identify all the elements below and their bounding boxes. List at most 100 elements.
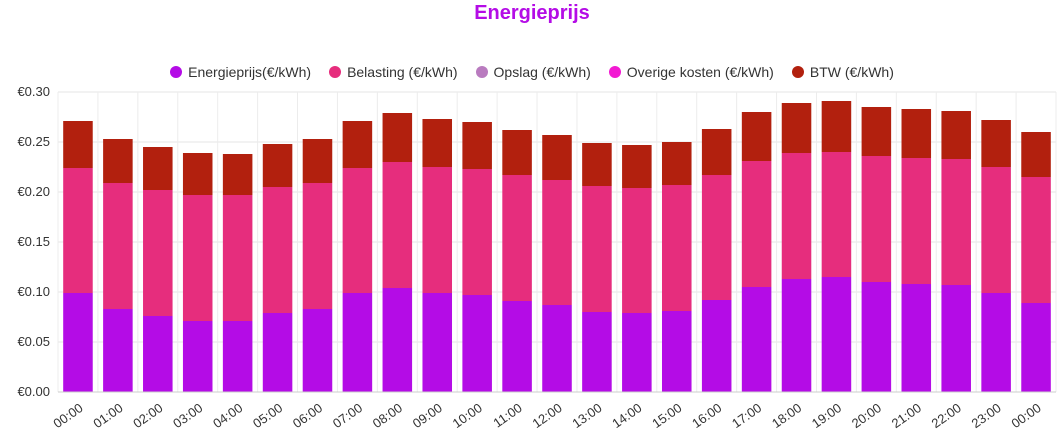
x-tick-label: 04:00 xyxy=(210,400,245,431)
x-tick-label: 20:00 xyxy=(849,400,884,431)
bar-segment-belasting[interactable] xyxy=(661,185,692,311)
bar-segment-belasting[interactable] xyxy=(981,167,1011,293)
legend-item-overige-kosten[interactable]: Overige kosten (€/kWh) xyxy=(608,64,774,80)
bar-segment-energieprijs[interactable] xyxy=(861,282,892,392)
bar-segment-belasting[interactable] xyxy=(182,195,213,321)
bar-segment-energieprijs[interactable] xyxy=(222,321,253,392)
x-tick-label: 19:00 xyxy=(809,400,844,431)
legend: Energieprijs(€/kWh) Belasting (€/kWh) Op… xyxy=(0,64,1064,80)
bar-segment-belasting[interactable] xyxy=(63,168,93,293)
x-tick-label: 17:00 xyxy=(729,400,764,431)
bar-segment-energieprijs[interactable] xyxy=(462,295,492,392)
bar-segment-belasting[interactable] xyxy=(821,152,852,277)
bar-segment-btw[interactable] xyxy=(981,120,1011,167)
bar-segment-btw[interactable] xyxy=(701,129,732,175)
bar-segment-btw[interactable] xyxy=(422,119,453,167)
bar-segment-energieprijs[interactable] xyxy=(741,287,772,392)
bar-segment-belasting[interactable] xyxy=(262,187,293,313)
bar-segment-belasting[interactable] xyxy=(901,158,932,284)
bar-segment-belasting[interactable] xyxy=(582,186,612,312)
bar-segment-belasting[interactable] xyxy=(502,175,532,301)
bar-segment-btw[interactable] xyxy=(622,145,652,188)
x-tick-label: 22:00 xyxy=(929,400,964,431)
bar-segment-btw[interactable] xyxy=(462,122,492,169)
y-tick-label: €0.25 xyxy=(17,134,50,149)
bar-segment-btw[interactable] xyxy=(143,147,173,190)
bar-segment-energieprijs[interactable] xyxy=(302,309,333,392)
legend-marker-btw xyxy=(791,66,804,78)
bar-segment-btw[interactable] xyxy=(661,142,692,185)
bar-segment-energieprijs[interactable] xyxy=(1021,303,1051,392)
bar-segment-btw[interactable] xyxy=(63,121,93,168)
bar-segment-btw[interactable] xyxy=(103,139,133,183)
bar-segment-btw[interactable] xyxy=(1021,132,1051,177)
y-tick-label: €0.10 xyxy=(17,284,50,299)
bar-segment-energieprijs[interactable] xyxy=(103,309,133,392)
legend-label-btw: BTW (€/kWh) xyxy=(809,64,894,80)
bar-segment-belasting[interactable] xyxy=(741,161,772,287)
legend-item-belasting[interactable]: Belasting (€/kWh) xyxy=(329,64,458,80)
x-tick-label: 00:00 xyxy=(1008,400,1043,431)
bar-segment-belasting[interactable] xyxy=(542,180,572,305)
bar-segment-btw[interactable] xyxy=(302,139,333,183)
bar-segment-btw[interactable] xyxy=(901,109,932,158)
bar-segment-energieprijs[interactable] xyxy=(342,293,373,392)
bar-segment-belasting[interactable] xyxy=(302,183,333,309)
bar-segment-belasting[interactable] xyxy=(143,190,173,316)
bar-segment-btw[interactable] xyxy=(941,111,971,159)
bar-segment-btw[interactable] xyxy=(542,135,572,180)
bar-segment-belasting[interactable] xyxy=(701,175,732,300)
bar-segment-btw[interactable] xyxy=(262,144,293,187)
legend-label-belasting: Belasting (€/kWh) xyxy=(347,64,458,80)
y-tick-label: €0.05 xyxy=(17,334,50,349)
bar-segment-btw[interactable] xyxy=(382,113,413,162)
bar-segment-btw[interactable] xyxy=(222,154,253,195)
legend-item-energieprijs[interactable]: Energieprijs(€/kWh) xyxy=(170,64,311,80)
bar-segment-btw[interactable] xyxy=(781,103,812,153)
bar-segment-energieprijs[interactable] xyxy=(143,316,173,392)
bar-segment-energieprijs[interactable] xyxy=(502,301,532,392)
bar-segment-energieprijs[interactable] xyxy=(821,277,852,392)
bar-segment-btw[interactable] xyxy=(582,143,612,186)
bar-segment-belasting[interactable] xyxy=(342,168,373,293)
bar-segment-belasting[interactable] xyxy=(462,169,492,295)
bar-segment-energieprijs[interactable] xyxy=(901,284,932,392)
bar-segment-belasting[interactable] xyxy=(222,195,253,321)
bar-segment-belasting[interactable] xyxy=(861,156,892,282)
legend-label-energieprijs: Energieprijs(€/kWh) xyxy=(188,64,312,80)
legend-item-opslag[interactable]: Opslag (€/kWh) xyxy=(475,64,591,80)
bar-segment-energieprijs[interactable] xyxy=(941,285,971,392)
x-tick-label: 00:00 xyxy=(50,400,85,431)
bar-segment-btw[interactable] xyxy=(502,130,532,175)
x-tick-label: 16:00 xyxy=(689,400,724,431)
x-tick-label: 08:00 xyxy=(370,400,405,431)
bar-segment-energieprijs[interactable] xyxy=(622,313,652,392)
bar-segment-belasting[interactable] xyxy=(422,167,453,293)
legend-item-btw[interactable]: BTW (€/kWh) xyxy=(791,64,894,80)
bar-segment-belasting[interactable] xyxy=(622,188,652,313)
bar-segment-energieprijs[interactable] xyxy=(981,293,1011,392)
bar-segment-energieprijs[interactable] xyxy=(262,313,293,392)
bar-segment-belasting[interactable] xyxy=(1021,177,1051,303)
bar-segment-belasting[interactable] xyxy=(382,162,413,288)
bar-segment-energieprijs[interactable] xyxy=(182,321,213,392)
bar-segment-btw[interactable] xyxy=(342,121,373,168)
bar-segment-energieprijs[interactable] xyxy=(422,293,453,392)
bar-segment-btw[interactable] xyxy=(821,101,852,152)
x-tick-label: 01:00 xyxy=(90,400,125,431)
bar-segment-energieprijs[interactable] xyxy=(382,288,413,392)
bar-segment-energieprijs[interactable] xyxy=(63,293,93,392)
bar-segment-energieprijs[interactable] xyxy=(781,279,812,392)
bar-segment-energieprijs[interactable] xyxy=(542,305,572,392)
bar-segment-energieprijs[interactable] xyxy=(582,312,612,392)
bar-segment-belasting[interactable] xyxy=(941,159,971,285)
bar-segment-energieprijs[interactable] xyxy=(661,311,692,392)
bar-segment-btw[interactable] xyxy=(861,107,892,156)
x-tick-label: 15:00 xyxy=(649,400,684,431)
x-tick-label: 14:00 xyxy=(609,400,644,431)
bar-segment-energieprijs[interactable] xyxy=(701,300,732,392)
bar-segment-belasting[interactable] xyxy=(103,183,133,309)
bar-segment-btw[interactable] xyxy=(741,112,772,161)
bar-segment-btw[interactable] xyxy=(182,153,213,195)
bar-segment-belasting[interactable] xyxy=(781,153,812,279)
